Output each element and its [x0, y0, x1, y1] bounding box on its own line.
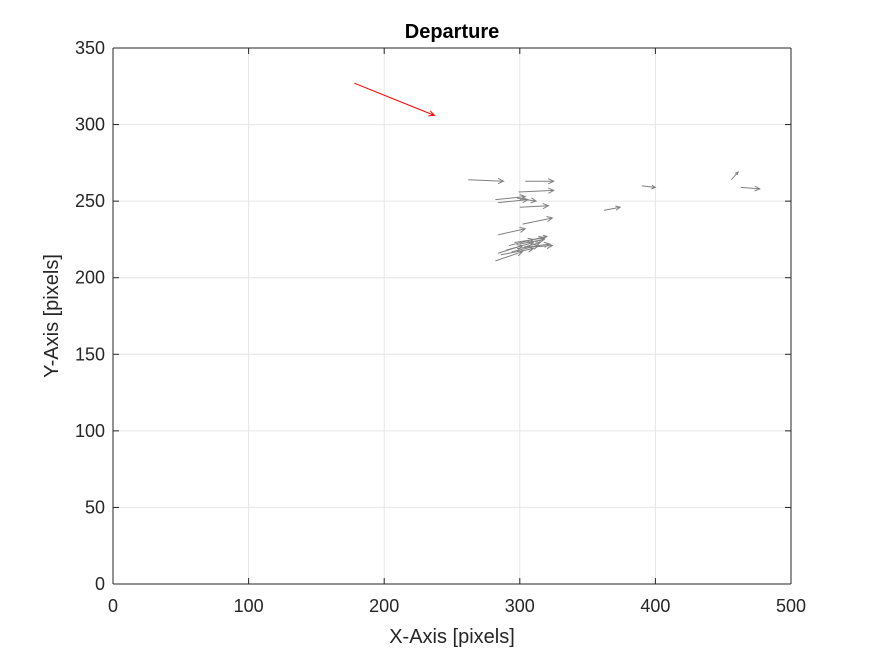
vector-shaft [514, 237, 545, 243]
vector-shaft [497, 228, 526, 236]
chart-title: Departure [405, 21, 499, 43]
vector-shaft [730, 171, 739, 181]
vector-shaft [740, 186, 760, 190]
vector-shaft [498, 199, 528, 204]
x-tick-label: 500 [776, 596, 806, 616]
vector-shaft [500, 248, 534, 256]
y-tick-label: 250 [75, 191, 105, 211]
x-tick-label: 100 [234, 596, 264, 616]
vector-arrow [603, 205, 622, 211]
vector-head [546, 242, 554, 249]
vector-shaft [603, 206, 621, 211]
y-tick-label: 150 [75, 344, 105, 364]
vector-head [546, 216, 554, 223]
vector-head [735, 171, 739, 176]
vector-head [542, 202, 550, 210]
vector-head [535, 241, 542, 247]
vector-shaft [506, 242, 534, 251]
vector-arrow [354, 82, 436, 117]
vector-shaft [641, 185, 656, 188]
y-tick-label: 350 [75, 38, 105, 58]
vector-shaft [519, 205, 549, 208]
vector-field [354, 82, 761, 262]
vector-shaft [522, 217, 553, 225]
x-axis-label: X-Axis [pixels] [389, 626, 515, 648]
y-axis-label: Y-Axis [pixels] [41, 254, 63, 378]
vector-arrow [517, 197, 538, 204]
vector-head [754, 185, 761, 192]
vector-shaft [523, 242, 541, 248]
vector-head [548, 178, 555, 185]
vector-shaft [495, 251, 523, 262]
vector-shaft [495, 196, 526, 201]
vector-shaft [533, 235, 548, 240]
vector-shaft [468, 179, 504, 182]
axes [112, 47, 792, 585]
y-tick-label: 200 [75, 268, 105, 288]
vector-head [615, 205, 622, 211]
vector-head [542, 234, 549, 240]
vector-shaft [517, 243, 550, 250]
y-tick-label: 0 [95, 574, 105, 594]
x-tick-label: 300 [505, 596, 535, 616]
vector-head [428, 110, 436, 117]
x-tick-label: 400 [640, 596, 670, 616]
vector-arrow [525, 178, 555, 185]
y-tick-label: 50 [85, 497, 105, 517]
vector-arrow [518, 187, 555, 194]
vector-shaft [530, 245, 553, 248]
vector-shaft [518, 189, 554, 193]
vector-shaft [354, 82, 435, 116]
vector-shaft [517, 197, 537, 202]
vector-arrow [730, 171, 739, 181]
vector-arrow [519, 202, 550, 210]
vector-arrow [523, 241, 542, 248]
vector-arrow [522, 216, 554, 225]
x-tick-label: 200 [369, 596, 399, 616]
vector-arrow [497, 226, 527, 236]
vector-head [530, 197, 538, 204]
y-tick-label: 100 [75, 421, 105, 441]
plot-area [113, 48, 791, 584]
y-tick-label: 300 [75, 115, 105, 135]
vector-head [547, 187, 555, 194]
vector-arrow [533, 234, 549, 240]
x-tick-label: 0 [108, 596, 118, 616]
vector-arrow [641, 184, 657, 190]
vector-head [497, 177, 505, 185]
vector-head [651, 184, 657, 190]
tick-labels: 0 100 200 300 400 500 0 50 100 150 200 250 300 350 [75, 38, 806, 616]
vector-head [519, 226, 527, 233]
vector-arrow [530, 242, 554, 249]
vector-arrow [740, 185, 761, 192]
vector-arrow [468, 177, 505, 185]
